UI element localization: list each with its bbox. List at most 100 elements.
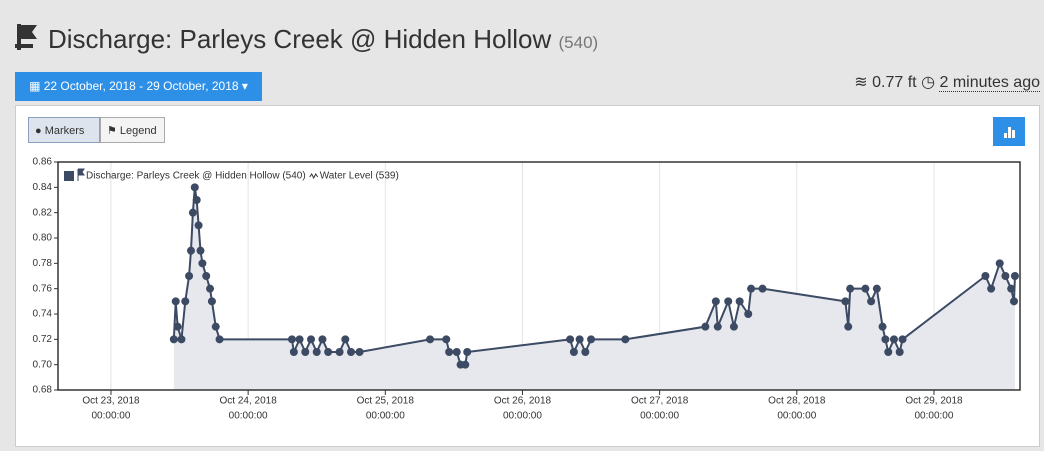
marker: [701, 322, 710, 331]
y-tick-label: 0.68: [33, 385, 53, 396]
date-range-button[interactable]: ▦ 22 October, 2018 - 29 October, 2018 ▾: [15, 72, 262, 101]
updated[interactable]: 2 minutes ago: [939, 74, 1040, 92]
marker: [452, 348, 461, 356]
marker: [1001, 272, 1010, 280]
marker: [287, 335, 296, 344]
marker: [867, 297, 876, 306]
marker: [895, 348, 904, 356]
y-tick-label: 0.78: [33, 258, 53, 269]
marker: [173, 322, 182, 331]
marker: [878, 322, 887, 331]
marker: [1007, 284, 1016, 293]
marker: [846, 284, 855, 293]
marker: [461, 360, 470, 369]
marker: [318, 335, 327, 344]
marker: [188, 208, 197, 217]
y-tick-label: 0.86: [33, 157, 53, 168]
marker: [735, 297, 744, 306]
marker: [196, 246, 205, 255]
marker: [621, 335, 630, 344]
x-tick-label: 00:00:00: [915, 411, 954, 422]
marker: [295, 335, 304, 344]
title-text: Discharge: Parleys Creek @ Hidden Hollow: [48, 24, 552, 54]
x-tick-label: Oct 27, 2018: [631, 396, 689, 407]
x-tick-label: 00:00:00: [229, 411, 268, 422]
marker: [347, 348, 356, 356]
legend-button[interactable]: ⚑ Legend: [100, 117, 165, 143]
marker: [987, 284, 996, 293]
marker: [587, 335, 596, 344]
marker: [575, 335, 584, 344]
x-tick-label: Oct 26, 2018: [494, 396, 552, 407]
legend-swatch: [64, 171, 74, 181]
marker: [181, 297, 190, 306]
x-tick-label: 00:00:00: [366, 411, 405, 422]
marker: [881, 335, 890, 344]
marker: [758, 284, 767, 293]
marker: [185, 272, 194, 280]
x-tick-label: 00:00:00: [640, 411, 679, 422]
y-tick-label: 0.70: [33, 359, 53, 370]
marker: [566, 335, 575, 344]
status: ≋ 0.77 ft ◷ 2 minutes ago: [854, 74, 1040, 92]
area: [173, 187, 1015, 390]
marker: [312, 348, 321, 356]
marker: [341, 335, 350, 344]
x-tick-label: 00:00:00: [777, 411, 816, 422]
plot-border: [57, 161, 1021, 391]
legend-entry: Discharge: Parleys Creek @ Hidden Hollow…: [86, 171, 306, 182]
marker: [898, 335, 907, 344]
markers-label: Markers: [44, 125, 85, 137]
legend-wave: [309, 173, 319, 180]
y-tick-label: 0.80: [33, 233, 53, 244]
x-tick-label: Oct 28, 2018: [768, 396, 826, 407]
marker: [211, 322, 220, 331]
markers-button[interactable]: ● Markers: [28, 117, 100, 143]
marker: [198, 259, 207, 268]
marker: [889, 335, 898, 344]
marker: [729, 322, 738, 331]
legend-flag: [77, 168, 85, 181]
x-tick-label: Oct 25, 2018: [357, 396, 415, 407]
marker: [744, 310, 753, 318]
marker: [711, 297, 720, 306]
marker: [190, 183, 199, 192]
page-title: Discharge: Parleys Creek @ Hidden Hollow…: [48, 24, 598, 55]
marker: [426, 335, 435, 344]
marker: [324, 348, 333, 356]
chart-type-button[interactable]: [993, 117, 1025, 146]
marker: [981, 272, 990, 280]
marker: [171, 297, 180, 306]
marker: [206, 284, 215, 293]
marker: [207, 297, 216, 306]
y-tick-label: 0.72: [33, 334, 53, 345]
marker: [884, 348, 893, 356]
marker: [194, 221, 203, 230]
x-tick-label: 00:00:00: [503, 411, 542, 422]
date-range: 22 October, 2018 - 29 October, 2018: [43, 79, 239, 93]
marker: [186, 246, 195, 255]
marker: [861, 284, 870, 293]
marker: [169, 335, 178, 344]
legend-entry: Water Level (539): [320, 171, 399, 182]
x-tick-label: Oct 23, 2018: [82, 396, 140, 407]
marker: [335, 348, 344, 356]
marker: [581, 348, 590, 356]
marker: [192, 196, 201, 204]
marker: [724, 297, 733, 306]
marker: [215, 335, 224, 344]
x-tick-label: Oct 24, 2018: [220, 396, 278, 407]
marker: [1010, 272, 1019, 280]
marker: [713, 322, 722, 331]
marker: [307, 335, 316, 344]
marker: [841, 297, 850, 306]
marker: [445, 348, 454, 356]
marker: [289, 348, 298, 356]
marker: [995, 259, 1004, 268]
y-tick-label: 0.84: [33, 182, 53, 193]
marker: [202, 272, 211, 280]
marker: [177, 335, 186, 344]
y-tick-label: 0.76: [33, 283, 53, 294]
